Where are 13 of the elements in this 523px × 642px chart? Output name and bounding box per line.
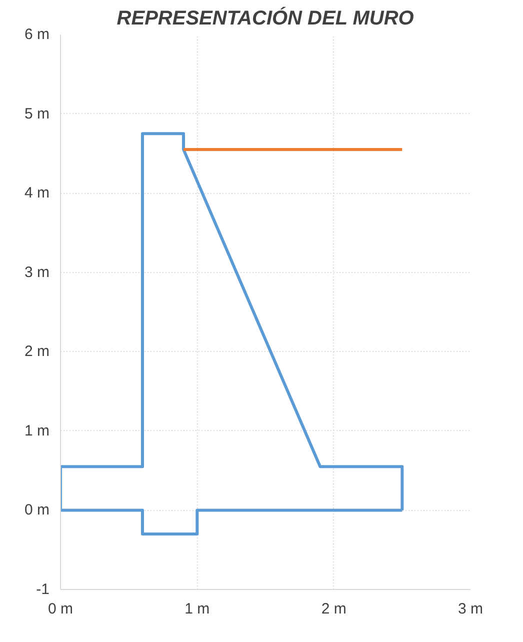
y-tick-label: 2 m — [24, 343, 50, 360]
y-tick-label: 1 m — [24, 422, 50, 440]
y-tick-label: -1 — [36, 581, 50, 598]
x-tick-label: 0 m — [48, 600, 74, 618]
x-tick-label: 1 m — [184, 600, 210, 618]
chart-title: REPRESENTACIÓN DEL MURO — [116, 6, 414, 30]
x-tick-label: 2 m — [321, 600, 346, 618]
y-tick-label: 4 m — [24, 184, 50, 202]
y-tick-label: 5 m — [24, 105, 50, 122]
y-tick-label: 0 m — [24, 502, 50, 519]
y-tick-label: 3 m — [24, 264, 50, 281]
x-tick-label: 3 m — [458, 600, 484, 618]
y-tick-label: 6 m — [24, 26, 50, 43]
